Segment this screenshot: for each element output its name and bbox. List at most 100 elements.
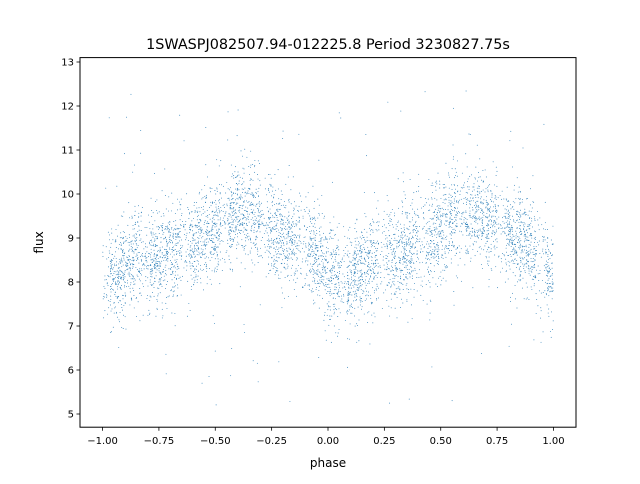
data-point — [123, 255, 125, 257]
data-point — [475, 197, 477, 198]
data-point — [157, 226, 159, 227]
data-point — [496, 185, 498, 187]
data-point — [119, 276, 121, 278]
data-point — [219, 235, 221, 237]
data-point — [528, 265, 530, 267]
data-point — [419, 245, 421, 247]
data-point — [455, 275, 457, 277]
data-point — [283, 206, 285, 208]
data-point — [324, 215, 325, 217]
data-point — [552, 225, 554, 227]
data-point — [273, 226, 275, 228]
data-point — [404, 235, 406, 237]
data-point — [110, 273, 111, 275]
data-point — [530, 248, 532, 250]
data-point — [477, 194, 479, 196]
data-point — [153, 287, 155, 288]
data-point — [219, 199, 220, 201]
data-point — [277, 208, 279, 210]
data-point — [220, 222, 222, 224]
data-point — [250, 166, 251, 168]
data-point — [323, 256, 324, 258]
data-point — [296, 242, 298, 244]
data-point — [243, 249, 245, 251]
data-point — [151, 276, 153, 278]
data-point — [440, 222, 442, 223]
data-point — [330, 269, 331, 271]
data-point — [311, 230, 313, 232]
data-point — [332, 293, 334, 294]
data-point — [412, 208, 414, 210]
data-point — [325, 255, 327, 257]
data-point — [513, 219, 515, 221]
data-point — [136, 255, 138, 257]
data-point — [410, 246, 412, 247]
data-point — [521, 222, 523, 224]
data-point — [436, 219, 437, 221]
data-point — [346, 267, 348, 269]
data-point — [514, 263, 516, 265]
data-point — [235, 220, 237, 222]
data-point — [193, 261, 195, 262]
data-point — [370, 269, 372, 271]
data-point — [373, 312, 375, 314]
data-point — [526, 263, 528, 265]
data-point — [271, 242, 273, 244]
data-points — [102, 90, 554, 406]
data-point — [504, 208, 506, 210]
data-point — [307, 253, 309, 255]
data-point — [488, 185, 490, 187]
data-point — [286, 243, 288, 245]
data-point — [411, 254, 413, 256]
data-point — [235, 188, 237, 190]
data-point — [165, 259, 167, 261]
data-point — [186, 315, 188, 317]
data-point — [361, 273, 363, 275]
data-point — [489, 208, 491, 210]
data-point — [243, 248, 245, 249]
data-point — [433, 257, 435, 259]
data-point — [256, 230, 258, 232]
data-point — [297, 245, 299, 247]
data-point — [380, 283, 382, 285]
data-point — [337, 295, 339, 297]
data-point — [238, 174, 240, 176]
data-point — [135, 234, 137, 236]
data-point — [145, 276, 147, 278]
data-point — [294, 273, 296, 275]
data-point — [201, 237, 203, 239]
data-point — [171, 263, 173, 265]
data-point — [364, 259, 366, 261]
data-point — [125, 236, 127, 238]
data-point — [128, 274, 130, 276]
data-point — [324, 266, 326, 268]
data-point — [406, 269, 408, 270]
data-point — [317, 247, 319, 249]
data-point — [214, 271, 216, 273]
data-point — [220, 210, 222, 212]
data-point — [476, 209, 478, 211]
data-point — [140, 152, 142, 154]
data-point — [134, 283, 136, 285]
data-point — [328, 301, 330, 303]
data-point — [453, 203, 455, 204]
data-point — [250, 218, 252, 220]
data-point — [359, 270, 361, 271]
data-point — [374, 316, 376, 318]
data-point — [519, 209, 521, 211]
data-point — [238, 230, 240, 231]
data-point — [320, 273, 322, 275]
data-point — [504, 215, 506, 217]
data-point — [241, 197, 243, 199]
data-point — [191, 278, 193, 280]
data-point — [259, 255, 261, 257]
data-point — [238, 189, 240, 191]
data-point — [394, 237, 396, 239]
data-point — [480, 201, 482, 203]
data-point — [329, 270, 331, 272]
data-point — [436, 243, 438, 245]
data-point — [384, 224, 385, 226]
data-point — [469, 134, 471, 136]
data-point — [372, 264, 374, 266]
data-point — [356, 218, 358, 220]
